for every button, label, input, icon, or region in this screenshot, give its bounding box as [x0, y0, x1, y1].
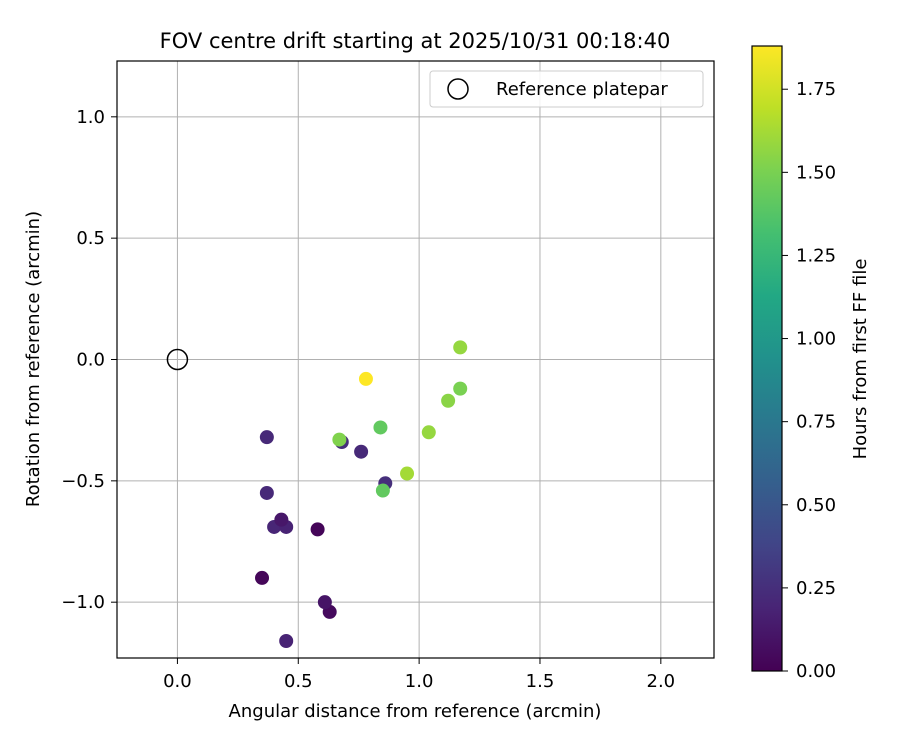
y-axis-label: Rotation from reference (arcmin): [23, 211, 44, 507]
y-tick-label: 0.0: [76, 350, 105, 371]
data-point: [358, 371, 373, 386]
data-point: [255, 570, 270, 585]
y-tick-label: 1.0: [76, 107, 105, 128]
x-tick-label: 0.5: [284, 671, 313, 692]
data-point: [400, 466, 415, 481]
data-point: [310, 522, 325, 537]
colorbar-tick-label: 0.25: [796, 578, 836, 599]
colorbar-tick-label: 0.00: [796, 661, 836, 682]
legend-reference-icon: [447, 78, 469, 100]
colorbar-ticks: 0.00 0.25 0.50 0.75 1.00 1.25 1.50 1.75: [782, 79, 836, 682]
data-points: [255, 340, 468, 649]
reference-point: [166, 348, 189, 371]
data-point: [453, 381, 468, 396]
data-point: [259, 485, 274, 500]
x-tick-label: 2.0: [647, 671, 676, 692]
y-axis-ticks: −1.0 −0.5 0.0 0.5 1.0: [61, 107, 117, 613]
data-point: [375, 483, 390, 498]
colorbar-tick-label: 0.50: [796, 495, 836, 516]
grid: [117, 61, 714, 658]
colorbar-tick-label: 1.25: [796, 245, 836, 266]
data-point: [332, 432, 347, 447]
colorbar: [751, 45, 783, 672]
y-tick-label: −0.5: [61, 471, 105, 492]
colorbar-label: Hours from first FF file: [850, 259, 871, 460]
data-point: [441, 393, 456, 408]
colorbar-tick-label: 1.00: [796, 329, 836, 350]
data-point: [354, 444, 369, 459]
colorbar-tick-label: 1.75: [796, 79, 836, 100]
x-tick-label: 1.5: [526, 671, 555, 692]
chart-title: FOV centre drift starting at 2025/10/31 …: [160, 29, 671, 53]
data-point: [453, 340, 468, 355]
y-tick-label: 0.5: [76, 228, 105, 249]
legend: Reference platepar: [429, 70, 704, 108]
data-point: [279, 634, 294, 649]
plot-frame: [116, 60, 715, 659]
colorbar-tick-label: 0.75: [796, 412, 836, 433]
y-tick-label: −1.0: [61, 592, 105, 613]
x-tick-label: 0.0: [163, 671, 192, 692]
x-axis-label: Angular distance from reference (arcmin): [229, 701, 602, 722]
data-point: [274, 512, 289, 527]
colorbar-tick-label: 1.50: [796, 162, 836, 183]
x-tick-label: 1.0: [405, 671, 434, 692]
legend-reference-label: Reference platepar: [496, 79, 668, 100]
data-point: [373, 420, 388, 435]
x-axis-ticks: 0.0 0.5 1.0 1.5 2.0: [163, 658, 675, 692]
data-point: [259, 430, 274, 445]
data-point: [421, 425, 436, 440]
data-point: [317, 595, 332, 610]
legend-box: [429, 70, 704, 108]
